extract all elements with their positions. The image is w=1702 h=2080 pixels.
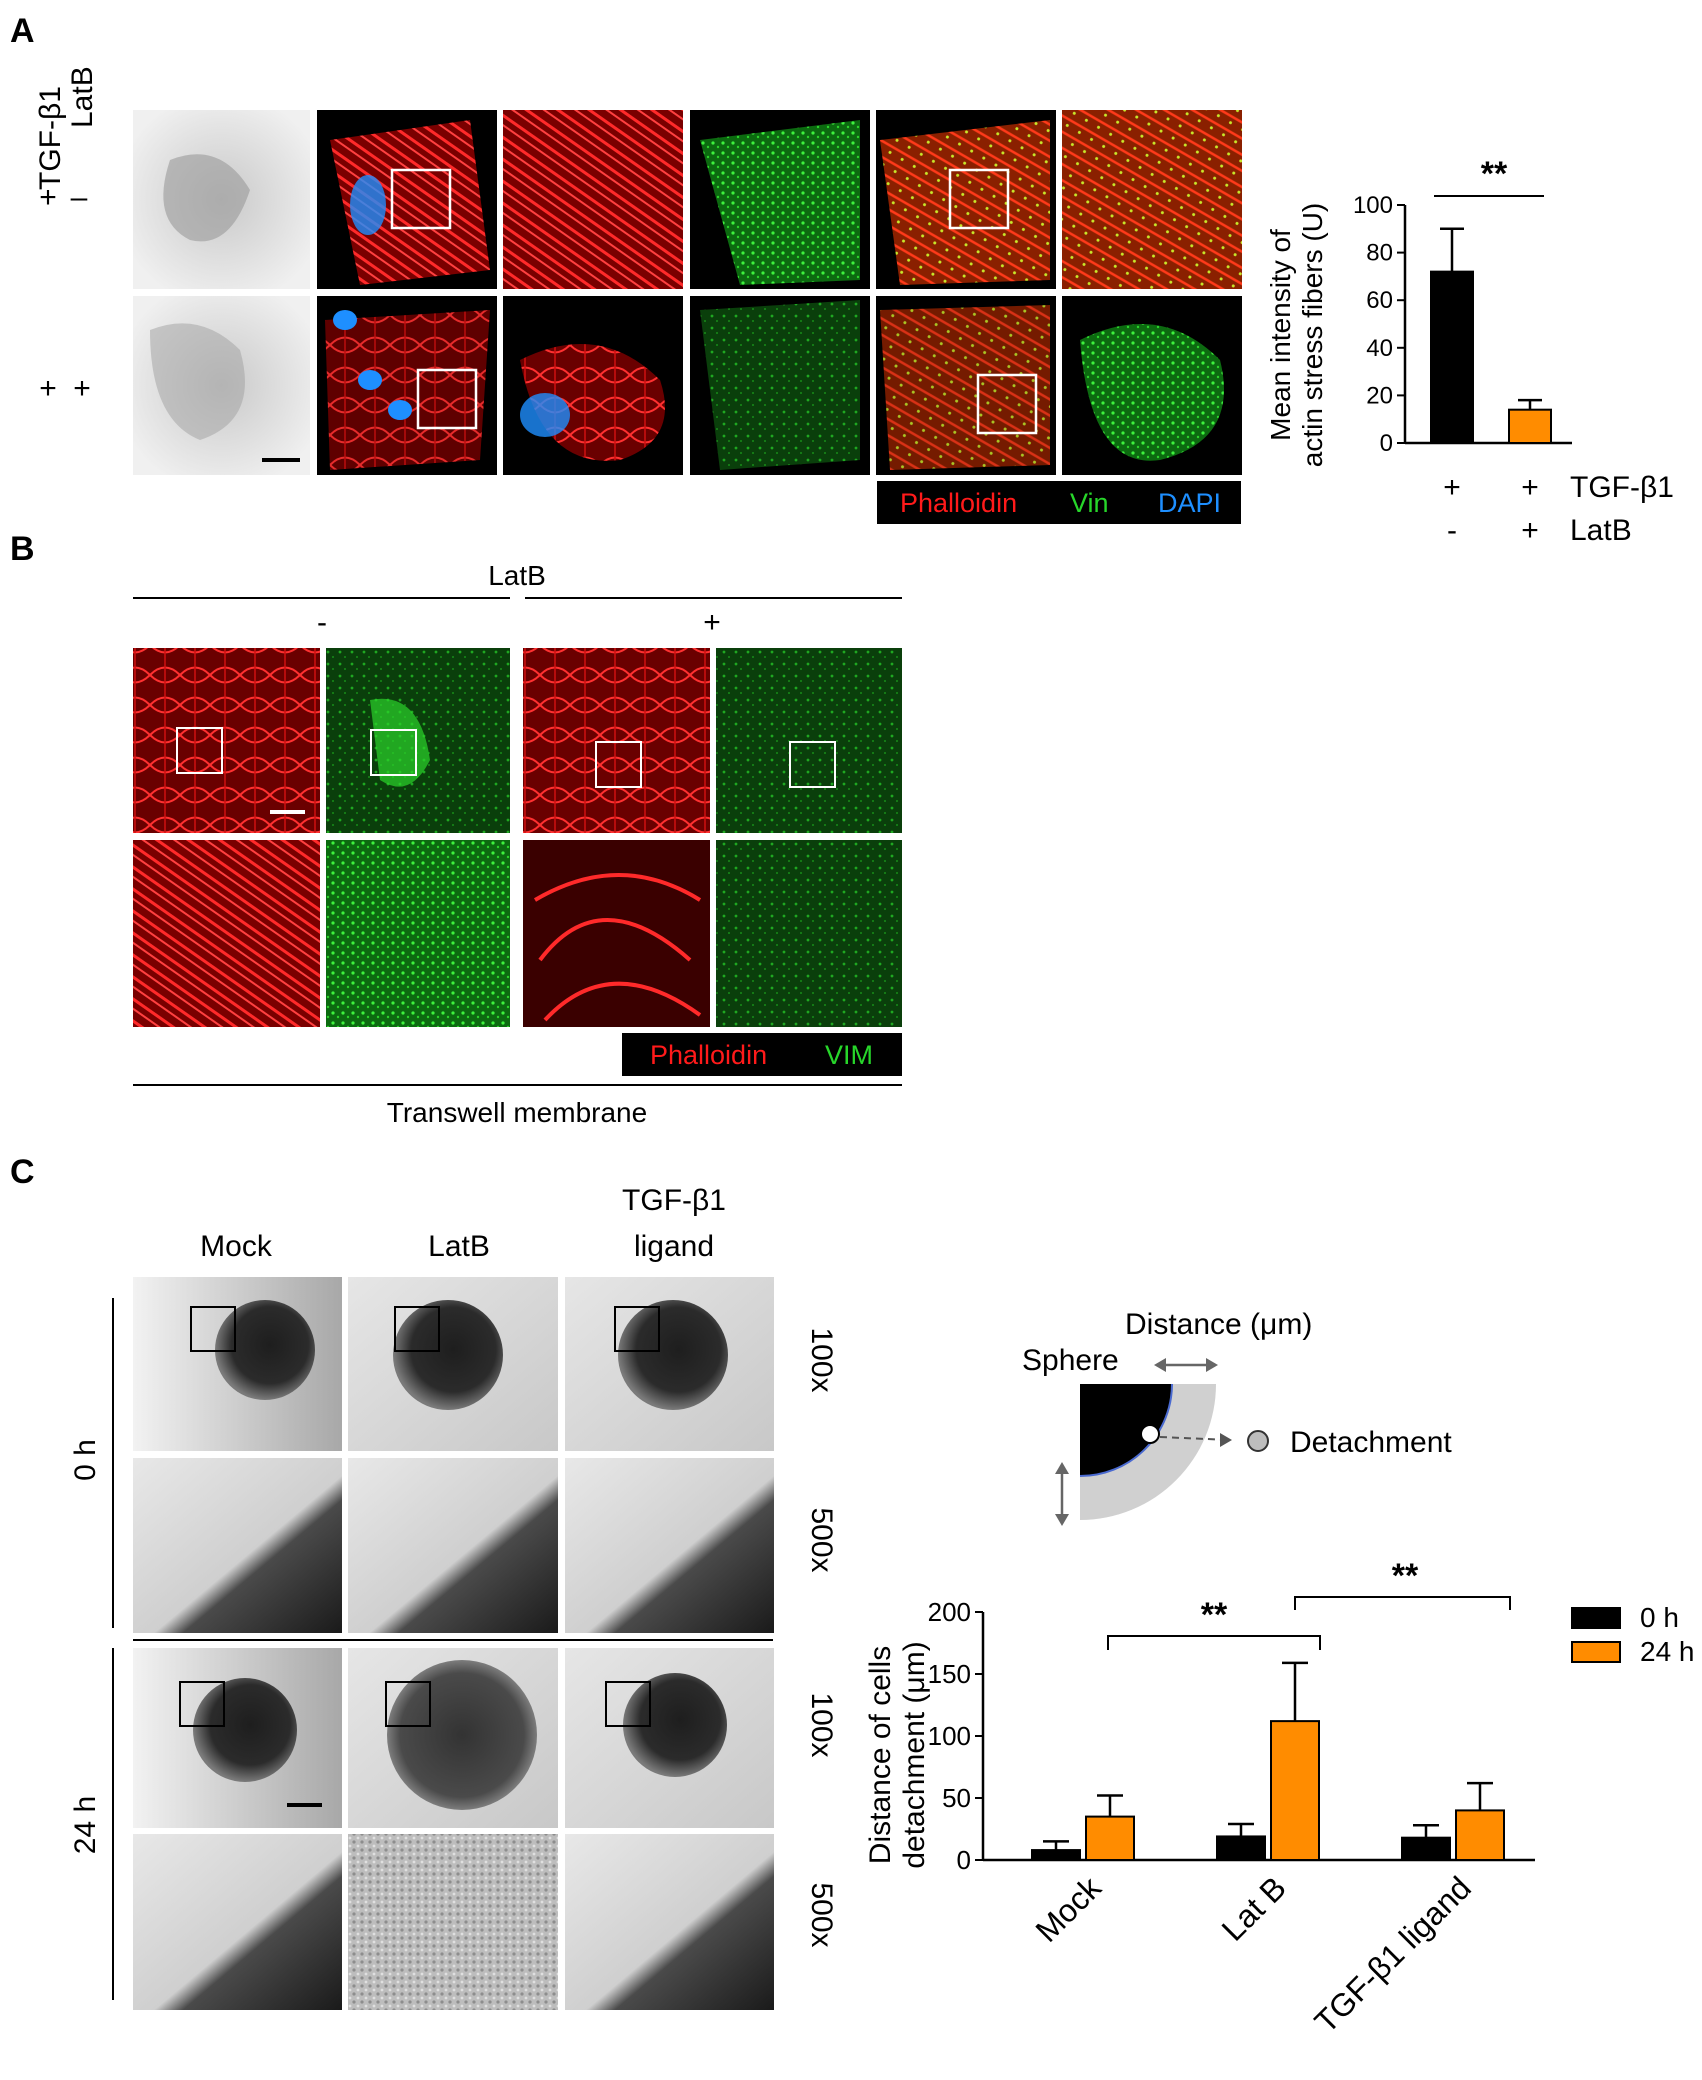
chart-c-legend-swatch [1571,1641,1621,1663]
sphere-tgf-0h-500x [565,1458,774,1633]
chart-c-ylabel-line2: detachment (μm) [898,1641,931,1868]
chart-detachment-distance: Distance of cells detachment (μm) 0 50 100… [864,1557,1695,2040]
mag-500x-24h: 500x [805,1882,838,1947]
schematic-sphere: Sphere [1022,1344,1119,1377]
chart-stress-fibers: Mean intensity of actin stress fibers (U… [1265,155,1674,547]
chart-c-legend-swatch [1571,1607,1621,1629]
vim-plus-image [716,648,902,833]
col-header-latb: LatB [428,1230,490,1263]
detachment-schematic: Distance (μm) Sphere Detachment [1022,1308,1452,1526]
chart-a-ylabel-line1: Mean intensity of [1265,229,1296,441]
chart-a-ylabel-line2: actin stress fibers (U) [1297,203,1328,468]
chart-c-ylabel-line1: Distance of cells [864,1646,897,1864]
chart-c-bar [1270,1720,1320,1861]
chart-c-bar [1401,1836,1451,1862]
chart-a-col1-latb: - [1447,514,1457,547]
chart-c-category-label: TGF-β1 ligand [1307,1869,1478,2040]
sphere-tgf-24h-500x [565,1834,774,2010]
chart-a-significance: ** [1481,155,1508,193]
row-header-tgf: TGF-β1 [34,86,67,190]
row-header-latb: LatB [66,66,99,128]
chart-c-bar [1216,1835,1266,1861]
legend-phalloidin: Phalloidin [900,488,1017,518]
chart-c-sig-bracket [1294,1596,1511,1610]
row-label-0h: 0 h [69,1439,102,1481]
sphere-latb-24h-500x [348,1834,558,2010]
mag-100x-24h: 100x [805,1692,838,1757]
row1-latb-sign: – [71,181,88,214]
chart-a-ytick-label: 0 [1380,430,1393,457]
vim-minus-zoom [326,840,510,1027]
vim-plus-zoom [716,840,902,1027]
chart-c-ytick-label: 100 [928,1721,971,1751]
col-header-mock: Mock [200,1230,273,1263]
phalloidin-minus-image [133,648,320,833]
row2-latb-sign: + [73,372,91,405]
panel-label-a: A [10,12,35,50]
panel-a-row2 [133,296,1242,475]
phalloidin-minus-zoom [133,840,320,1027]
legend-b-vim: VIM [825,1040,873,1070]
legend-a-bar [877,481,1241,524]
phalloidin-zoom-image [503,110,683,289]
legend-b-bar [622,1033,902,1076]
mag-500x-0h: 500x [805,1507,838,1572]
chart-a-bar [1430,270,1474,445]
sphere-mock-24h-500x [133,1834,342,2010]
row2-tgf-sign: + [39,372,57,405]
phalloidin-plus-zoom [523,840,710,1027]
sphere-mock-0h-500x [133,1458,342,1633]
chart-c-legend-label: 24 h [1640,1636,1695,1667]
chart-a-xrow2-label: LatB [1570,514,1632,547]
row-label-24h: 24 h [69,1796,102,1854]
chart-a-ytick-label: 80 [1366,240,1393,267]
panel-a-row1 [133,110,1242,289]
chart-c-legend-label: 0 h [1640,1602,1679,1633]
chart-a-ytick-label: 40 [1366,335,1393,362]
chart-c-significance: ** [1201,1596,1228,1634]
phalloidin-plus-image [523,648,710,833]
chart-c-category-label: Lat B [1215,1869,1293,1947]
panel-b-images [133,648,902,1027]
mag-100x-0h: 100x [805,1327,838,1392]
chart-a-xrow1-label: TGF-β1 [1570,471,1674,504]
chart-c-bar [1085,1815,1135,1861]
schematic-distance: Distance (μm) [1125,1308,1312,1341]
chart-c-ytick-label: 50 [942,1783,971,1813]
chart-a-ytick-label: 20 [1366,382,1393,409]
col-header-tgf-line2: ligand [634,1230,714,1263]
chart-a-bar [1508,408,1552,444]
chart-c-sig-bracket [1107,1635,1321,1650]
row1-tgf-sign: + [39,181,57,214]
chart-a-ytick-label: 100 [1353,192,1393,219]
chart-a-ytick-label: 60 [1366,287,1393,314]
legend-vin: Vin [1070,488,1109,518]
col-header-tgf-line1: TGF-β1 [622,1184,726,1217]
chart-c-ytick-label: 0 [957,1845,971,1875]
panel-b-header: LatB [488,560,546,591]
chart-c-significance: ** [1392,1557,1419,1595]
chart-c-ytick-label: 200 [928,1597,971,1627]
panel-a-row-header: TGF-β1 LatB [34,66,99,190]
panel-b-plus: + [703,606,721,639]
panel-label-b: B [10,530,35,568]
chart-a-col2-tgf: + [1521,471,1539,504]
panel-c-images [133,1277,774,2010]
panel-label-c: C [10,1153,35,1191]
merge-zoom-image [1062,110,1242,289]
chart-a-col2-latb: + [1521,514,1539,547]
chart-c-category-label: Mock [1028,1869,1108,1949]
chart-a-col1-tgf: + [1443,471,1461,504]
chart-c-bar [1455,1809,1505,1862]
sphere-latb-0h-500x [348,1458,558,1633]
panel-b-footer: Transwell membrane [387,1097,647,1128]
legend-b-phalloidin: Phalloidin [650,1040,767,1070]
legend-dapi: DAPI [1158,488,1221,518]
chart-c-ytick-label: 150 [928,1659,971,1689]
panel-b-minus: - [317,606,327,639]
schematic-detachment: Detachment [1290,1426,1452,1459]
chart-c-bar [1031,1849,1081,1861]
